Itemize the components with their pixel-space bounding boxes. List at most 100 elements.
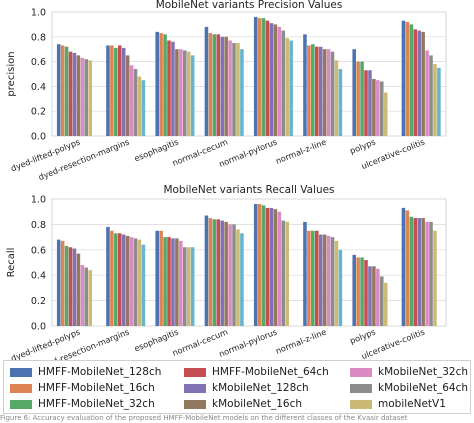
bar bbox=[364, 70, 368, 136]
legend-label: kMobileNet_64ch bbox=[378, 382, 468, 394]
bar bbox=[240, 233, 244, 326]
bar bbox=[409, 24, 414, 136]
bar bbox=[114, 47, 118, 136]
y-tick-label: 0.2 bbox=[31, 296, 46, 307]
bar bbox=[110, 45, 114, 137]
bar bbox=[60, 240, 65, 326]
y-tick-label: 1.0 bbox=[31, 8, 46, 19]
legend-item-k-32: kMobileNet_32ch bbox=[350, 365, 468, 379]
bar bbox=[253, 204, 258, 326]
bar bbox=[326, 49, 331, 137]
bar bbox=[129, 65, 134, 136]
bar bbox=[433, 64, 437, 136]
legend: HMFF-MobileNet_128ch HMFF-MobileNet_16ch… bbox=[3, 360, 471, 414]
bar bbox=[106, 45, 110, 137]
bar bbox=[401, 20, 406, 136]
y-tick-label: 0.0 bbox=[31, 132, 46, 143]
legend-label: kMobileNet_32ch bbox=[378, 366, 468, 378]
bar bbox=[224, 221, 228, 326]
bar bbox=[277, 211, 282, 326]
bar bbox=[190, 55, 195, 136]
legend-item-k-64: kMobileNet_64ch bbox=[350, 381, 468, 395]
y-tick-label: 0.4 bbox=[31, 82, 46, 93]
bar bbox=[159, 33, 163, 136]
bar bbox=[360, 257, 364, 326]
bar bbox=[80, 57, 85, 136]
bar bbox=[106, 226, 110, 326]
bar bbox=[88, 270, 92, 326]
legend-item-hmff-64: HMFF-MobileNet_64ch bbox=[184, 365, 329, 379]
chart-title: MobileNet variants Precision Values bbox=[156, 0, 343, 11]
bar bbox=[179, 240, 183, 326]
y-axis-label: Recall bbox=[6, 248, 17, 278]
bar bbox=[212, 219, 217, 326]
bar bbox=[64, 46, 69, 136]
bar bbox=[281, 30, 286, 137]
bar bbox=[356, 61, 360, 136]
bar bbox=[413, 29, 418, 136]
bar bbox=[269, 23, 274, 136]
bar bbox=[380, 276, 384, 326]
bar bbox=[383, 92, 388, 136]
figure-canvas: 0.0 0.2 0.4 0.6 0.8 1.0 MobileNet variants Pre… bbox=[6, 0, 447, 360]
bar bbox=[364, 259, 368, 326]
bar bbox=[117, 45, 122, 137]
bar bbox=[417, 30, 421, 137]
bar bbox=[285, 221, 289, 326]
bar bbox=[155, 31, 159, 137]
bar bbox=[236, 43, 240, 136]
bar bbox=[56, 239, 61, 326]
legend-swatch bbox=[350, 399, 372, 409]
x-tick-label: normal-z-line bbox=[274, 137, 328, 166]
bar bbox=[179, 49, 183, 137]
bar bbox=[76, 253, 81, 326]
bar bbox=[405, 210, 410, 326]
x-tick-label: polyps bbox=[348, 327, 377, 346]
bar bbox=[68, 51, 73, 136]
bar bbox=[356, 257, 360, 326]
bar bbox=[114, 233, 118, 326]
y-tick-label: 0.6 bbox=[31, 245, 46, 256]
bar bbox=[311, 230, 315, 326]
bar bbox=[56, 44, 61, 136]
y-tick-label: 0.8 bbox=[31, 220, 46, 231]
legend-swatch bbox=[10, 367, 32, 377]
bar bbox=[277, 26, 282, 137]
bar bbox=[273, 24, 278, 136]
bar bbox=[84, 267, 89, 326]
y-tick-label: 0.0 bbox=[31, 322, 46, 333]
bar bbox=[334, 60, 339, 136]
bar bbox=[322, 234, 327, 326]
bar bbox=[376, 268, 380, 326]
bar bbox=[208, 33, 213, 136]
bar bbox=[318, 46, 323, 136]
bar bbox=[186, 51, 191, 136]
bar bbox=[265, 207, 270, 326]
bar bbox=[137, 76, 142, 136]
bar bbox=[155, 230, 159, 326]
bar bbox=[204, 215, 209, 326]
bar bbox=[137, 239, 142, 326]
bar bbox=[257, 204, 262, 326]
bar bbox=[159, 230, 163, 326]
bar bbox=[383, 282, 388, 326]
bar bbox=[190, 247, 195, 326]
bar bbox=[64, 245, 69, 326]
bar bbox=[183, 247, 187, 326]
bar bbox=[421, 218, 425, 326]
chart-title: MobileNet variants Recall Values bbox=[163, 184, 334, 196]
bar bbox=[269, 207, 274, 326]
bar bbox=[60, 45, 65, 137]
bar bbox=[163, 237, 167, 326]
bar bbox=[338, 249, 343, 326]
bar bbox=[425, 221, 429, 326]
bar bbox=[368, 70, 372, 136]
bar bbox=[125, 55, 130, 136]
bar bbox=[330, 237, 335, 326]
bar bbox=[281, 220, 286, 326]
bar bbox=[261, 205, 266, 326]
bar bbox=[228, 224, 232, 326]
legend-label: kMobileNet_128ch bbox=[212, 382, 309, 394]
bar bbox=[167, 237, 171, 326]
legend-swatch bbox=[184, 383, 206, 393]
